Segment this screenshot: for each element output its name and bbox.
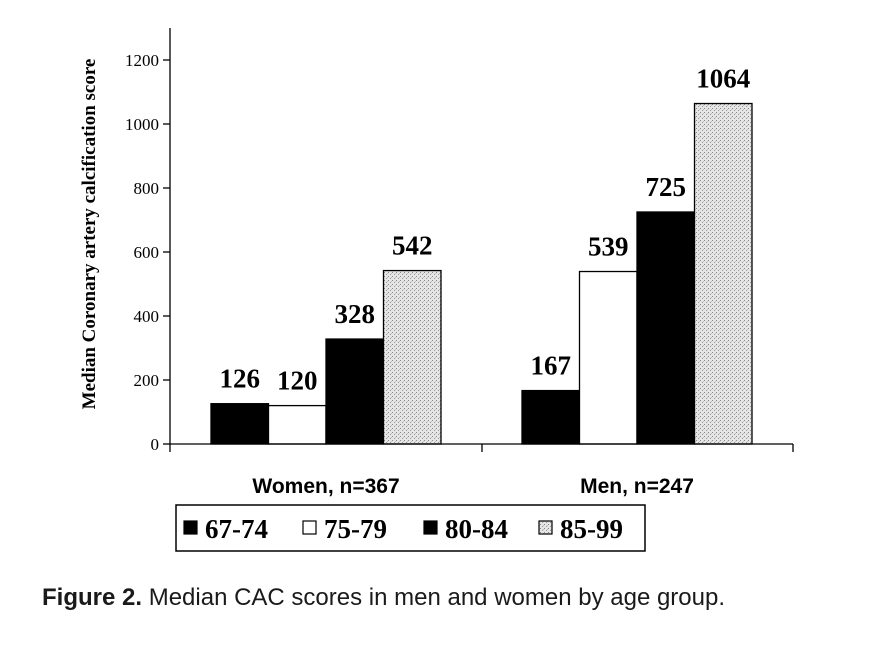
data-label: 1064 — [696, 64, 750, 94]
category-label: Women, n=367 — [252, 475, 399, 498]
bar-67-74-men — [521, 389, 581, 445]
legend-label: 67-74 — [205, 514, 268, 544]
category-label: Men, n=247 — [580, 475, 694, 498]
bar-85-99-men — [693, 102, 753, 445]
bar-75-79-men — [578, 270, 638, 445]
figure-caption-label: Figure 2. — [42, 584, 143, 611]
figure-caption: Figure 2. Median CAC scores in men and w… — [42, 584, 725, 612]
legend-swatch — [538, 520, 553, 535]
y-tick-label: 0 — [151, 435, 160, 454]
data-label: 120 — [277, 366, 318, 396]
bar-75-79-women — [267, 404, 327, 445]
data-label: 539 — [588, 232, 629, 262]
bar-chart: 126 167 120 539 328 725 542 1064 0 200 400 600 800 1… — [79, 28, 794, 552]
y-tick-label: 400 — [134, 307, 160, 326]
data-label: 126 — [220, 364, 261, 394]
data-label: 725 — [646, 172, 687, 202]
bar-85-99-women — [382, 269, 442, 445]
legend-box — [175, 504, 646, 552]
y-tick-label: 600 — [134, 243, 160, 262]
y-tick-label: 1200 — [125, 51, 159, 70]
y-tick-label: 1000 — [125, 115, 159, 134]
bar-80-84-women — [325, 338, 385, 445]
legend-swatch — [423, 520, 438, 535]
bar-67-74-women — [210, 403, 270, 445]
y-tick-label: 800 — [134, 179, 160, 198]
bar-80-84-men — [636, 211, 696, 445]
figure-caption-text: Median CAC scores in men and women by ag… — [142, 584, 726, 611]
legend-label: 80-84 — [445, 514, 508, 544]
data-label: 542 — [392, 231, 433, 261]
legend: 67-74 75-79 80-84 85-99 — [175, 504, 646, 552]
y-tick-label: 200 — [134, 371, 160, 390]
data-label: 328 — [335, 299, 376, 329]
data-label: 167 — [531, 351, 572, 381]
legend-label: 85-99 — [560, 514, 623, 544]
y-axis-title: Median Coronary artery calcification sco… — [79, 59, 100, 410]
legend-label: 75-79 — [324, 514, 387, 544]
legend-swatch — [183, 520, 198, 535]
legend-swatch — [302, 520, 317, 535]
